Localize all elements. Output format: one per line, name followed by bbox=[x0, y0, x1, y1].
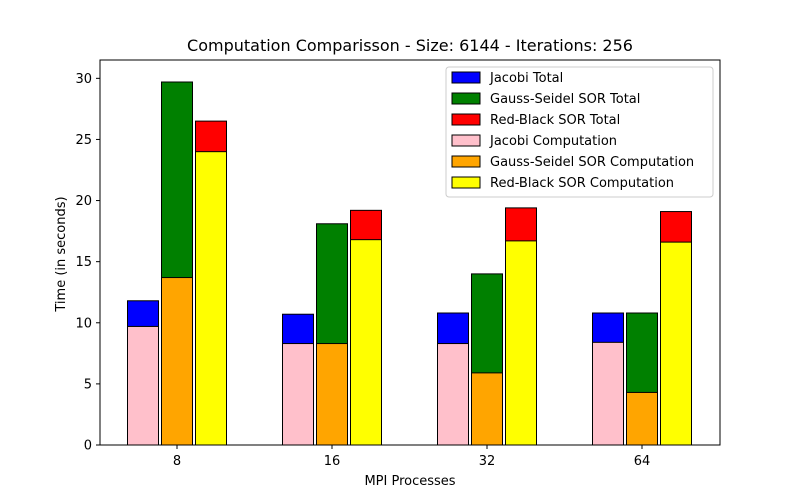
legend: Jacobi Total Gauss-Seidel SOR Total Red-Bl… bbox=[445, 66, 714, 198]
bars-layer bbox=[127, 81, 692, 446]
bar-jacobi-computation-16 bbox=[282, 343, 314, 446]
y-tick-label: 30 bbox=[75, 72, 92, 87]
x-tick-label: 8 bbox=[173, 454, 181, 469]
y-tick-label: 20 bbox=[75, 194, 92, 209]
bar-jacobi-computation-8 bbox=[127, 325, 159, 446]
legend-swatch-gauss-seidel-sor-total bbox=[451, 92, 481, 105]
bar-red-black-sor-computation-32 bbox=[505, 240, 537, 446]
bar-jacobi-computation-32 bbox=[437, 343, 469, 446]
legend-label-red-black-sor-total: Red-Black SOR Total bbox=[490, 113, 620, 128]
y-tick-label: 25 bbox=[75, 133, 92, 148]
x-tick-label: 32 bbox=[479, 454, 496, 469]
bar-gauss-seidel-sor-computation-8 bbox=[161, 277, 193, 446]
legend-frame bbox=[445, 66, 714, 198]
bar-red-black-sor-computation-8 bbox=[195, 151, 227, 446]
y-tick-label: 10 bbox=[75, 316, 92, 331]
chart-title: Computation Comparisson - Size: 6144 - I… bbox=[187, 36, 633, 55]
bar-jacobi-computation-64 bbox=[592, 341, 624, 446]
axes-layer: 0 5 10 15 20 25 30 8 16 32 64 bbox=[75, 59, 721, 469]
legend-label-gauss-seidel-sor-computation: Gauss-Seidel SOR Computation bbox=[490, 155, 694, 170]
y-tick-label: 0 bbox=[84, 439, 92, 454]
legend-swatch-red-black-sor-computation bbox=[451, 176, 481, 189]
bar-gauss-seidel-sor-computation-16 bbox=[316, 343, 348, 446]
legend-label-jacobi-computation: Jacobi Computation bbox=[489, 134, 617, 149]
plot-frame bbox=[99, 59, 721, 446]
legend-label-red-black-sor-computation: Red-Black SOR Computation bbox=[490, 176, 674, 191]
y-tick-label: 5 bbox=[84, 377, 92, 392]
y-tick-label: 15 bbox=[75, 255, 92, 270]
bar-red-black-sor-computation-64 bbox=[660, 241, 692, 446]
x-tick-label: 64 bbox=[634, 454, 651, 469]
legend-swatch-gauss-seidel-sor-computation bbox=[451, 155, 481, 168]
legend-swatch-jacobi-total bbox=[451, 71, 481, 84]
bar-gauss-seidel-sor-computation-64 bbox=[626, 391, 658, 446]
legend-swatch-red-black-sor-total bbox=[451, 113, 481, 126]
bar-red-black-sor-computation-16 bbox=[350, 239, 382, 446]
y-axis-label: Time (in seconds) bbox=[54, 196, 69, 312]
legend-label-gauss-seidel-sor-total: Gauss-Seidel SOR Total bbox=[490, 92, 640, 107]
legend-swatch-jacobi-computation bbox=[451, 134, 481, 147]
bar-gauss-seidel-sor-computation-32 bbox=[471, 372, 503, 446]
x-tick-label: 16 bbox=[324, 454, 341, 469]
x-axis-label: MPI Processes bbox=[364, 474, 455, 489]
legend-label-jacobi-total: Jacobi Total bbox=[489, 71, 563, 86]
